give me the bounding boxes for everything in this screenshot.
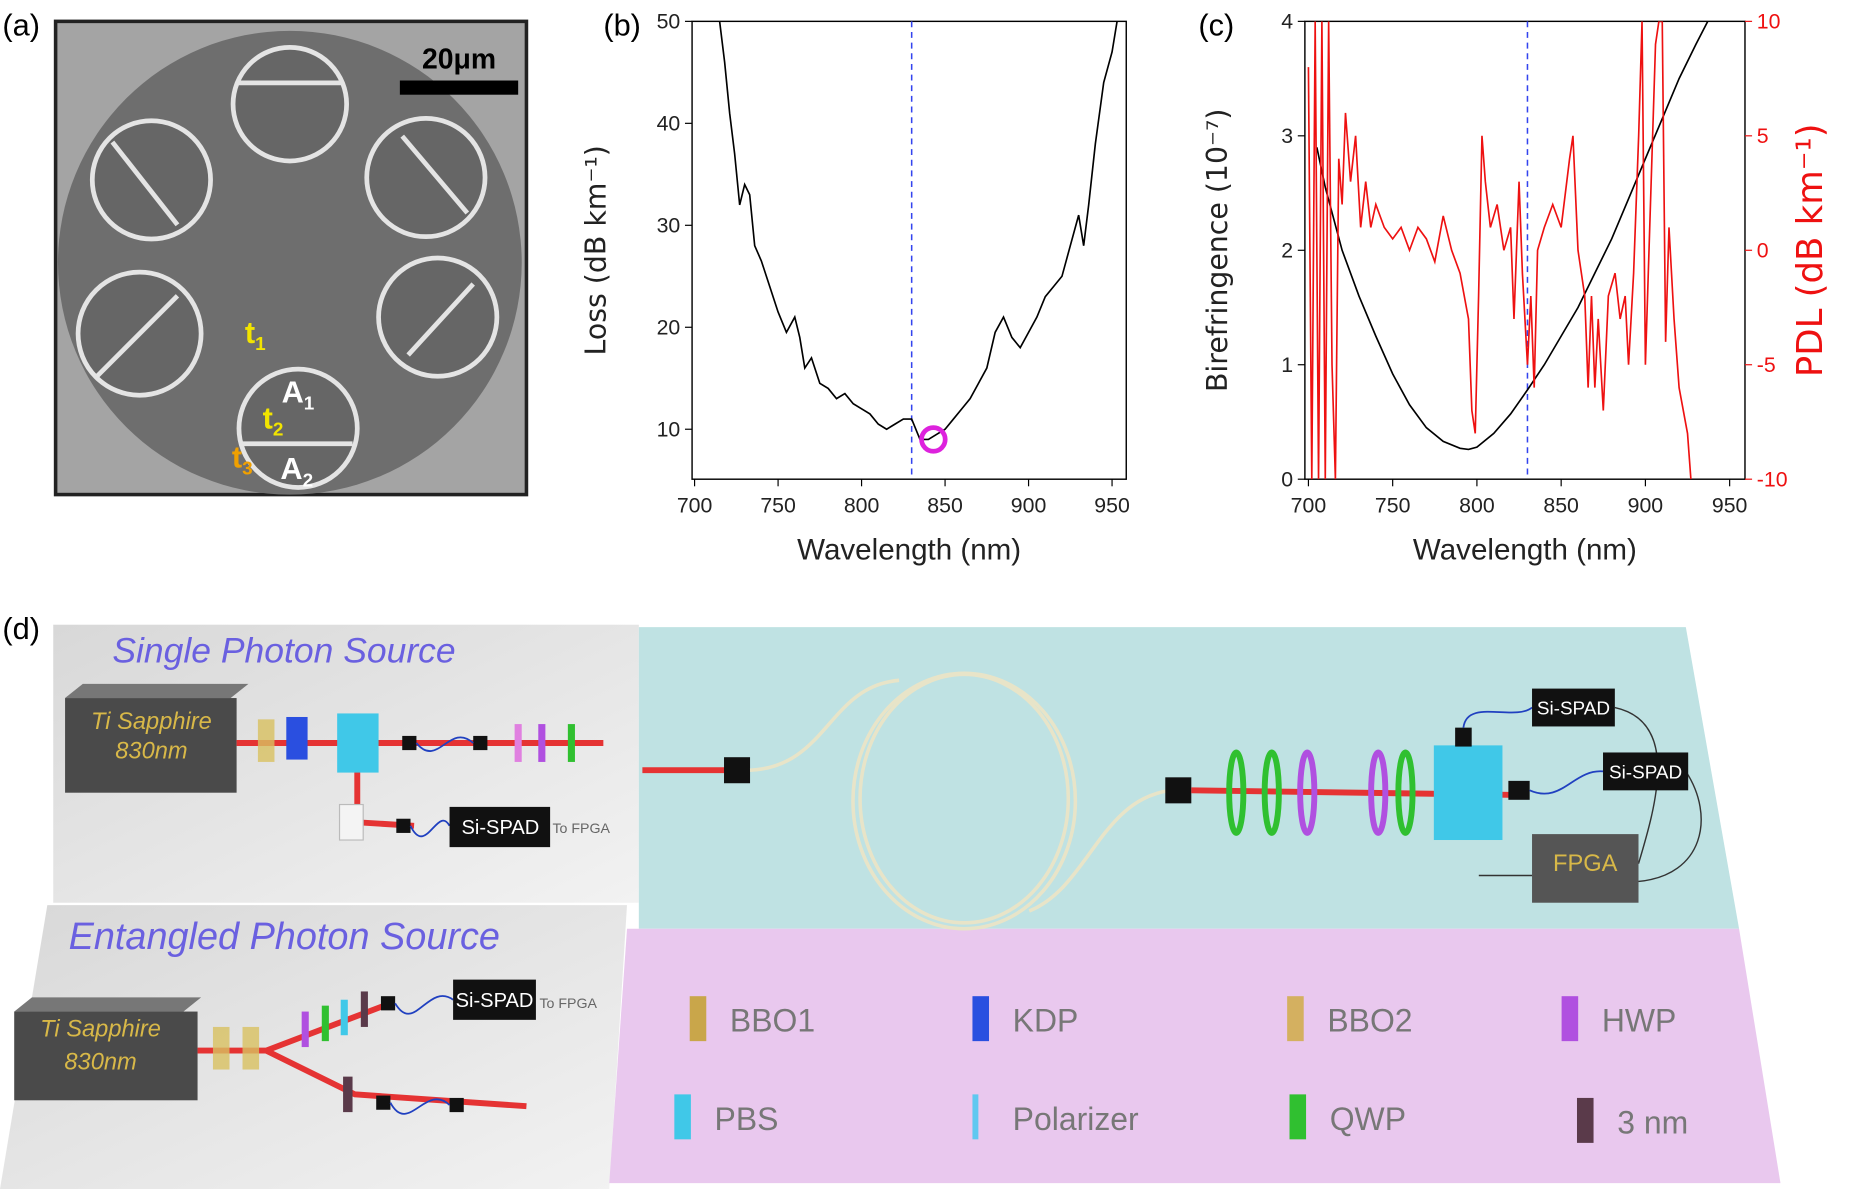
- y2-tick-label: 0: [1757, 238, 1769, 262]
- detector-label: Si-SPAD: [1537, 699, 1610, 720]
- label-subscript: 1: [255, 334, 266, 355]
- panel-label: (a): [2, 8, 40, 43]
- legend-label: QWP: [1330, 1101, 1406, 1137]
- y2-tick-label: 10: [1757, 9, 1781, 33]
- legend-icon: [689, 996, 707, 1042]
- y-tick-label: 40: [657, 111, 681, 135]
- label-text: A: [280, 451, 302, 486]
- y-tick-label: 4: [1281, 9, 1293, 33]
- label-text: t: [245, 315, 255, 350]
- legend-icon: [1289, 1094, 1307, 1140]
- legend-icon: [1287, 996, 1304, 1042]
- scale-bar-label: 20μm: [422, 44, 496, 76]
- panel-label: (d): [2, 611, 40, 646]
- fpga-note: To FPGA: [539, 996, 597, 1012]
- detector-label: Si-SPAD: [456, 990, 534, 1012]
- x-tick-label: 850: [927, 493, 963, 517]
- x-axis-label: Wavelength (nm): [1413, 534, 1637, 567]
- y-tick-label: 30: [657, 213, 681, 237]
- entangled-source: Entangled Photon Source Ti Sapphire 830n…: [14, 916, 598, 1115]
- detector-label: Si-SPAD: [1609, 763, 1682, 784]
- y2-tick-label: 5: [1757, 124, 1769, 148]
- chart: 700 750 800 850 900 950 0 1 2 3 4 -10 -5 0 5 10 Waveleng…: [1201, 9, 1831, 566]
- legend-icon: [972, 1094, 979, 1140]
- sem-label: t3: [232, 439, 253, 479]
- sem-label: A2: [280, 451, 313, 491]
- fiber-setup: Si-SPAD Si-SPAD FPGA: [642, 671, 1702, 931]
- data-line: [1307, 21, 1692, 480]
- x-tick-label: 750: [1375, 493, 1411, 517]
- sem-image: 20μm: [53, 19, 529, 497]
- panel-label: (b): [603, 8, 641, 43]
- sem-label: t2: [263, 400, 284, 440]
- legend-icon: [1576, 1097, 1594, 1143]
- laser-label: 830nm: [64, 1050, 136, 1076]
- legend-icon: [674, 1094, 691, 1140]
- x-tick-label: 900: [1628, 493, 1664, 517]
- chart: 700 750 800 850 900 950 10 20 30 40 50 Wavelength (…: [580, 9, 1130, 566]
- x-tick-label: 700: [1291, 493, 1327, 517]
- x-tick-label: 850: [1543, 493, 1579, 517]
- section-title: Single Photon Source: [112, 631, 455, 671]
- y-tick-label: 2: [1281, 238, 1293, 262]
- panel-background: [0, 905, 628, 1190]
- y-tick-label: 0: [1281, 467, 1293, 491]
- x-tick-label: 950: [1094, 493, 1130, 517]
- laser-label: Ti Sapphire: [40, 1016, 161, 1042]
- x-tick-label: 800: [1459, 493, 1495, 517]
- label-text: t: [263, 400, 273, 435]
- x-axis-label: Wavelength (nm): [797, 534, 1021, 567]
- detector-label: Si-SPAD: [461, 817, 539, 839]
- x-tick-label: 900: [1011, 493, 1047, 517]
- panel-label: (c): [1198, 8, 1234, 43]
- x-tick-label: 800: [844, 493, 880, 517]
- x-tick-label: 950: [1712, 493, 1748, 517]
- label-text: t: [232, 439, 242, 474]
- fpga-label: FPGA: [1553, 851, 1618, 877]
- laser-label: 830nm: [115, 738, 187, 764]
- y-tick-label: 1: [1281, 353, 1293, 377]
- legend-label: HWP: [1602, 1003, 1677, 1039]
- data-line: [718, 21, 1118, 441]
- laser-label: Ti Sapphire: [91, 709, 212, 735]
- x-tick-label: 750: [760, 493, 796, 517]
- label-text: A: [282, 374, 304, 409]
- highlight-marker: [919, 425, 948, 454]
- label-subscript: 2: [273, 419, 284, 440]
- y2-tick-label: -10: [1757, 467, 1788, 491]
- y-tick-label: 3: [1281, 124, 1293, 148]
- panel-background: [609, 928, 1781, 1184]
- legend-label: Polarizer: [1013, 1101, 1139, 1137]
- legend-label: BBO2: [1327, 1003, 1412, 1039]
- legend-label: KDP: [1013, 1003, 1079, 1039]
- y-axis-label: Birefringence (10⁻⁷): [1201, 109, 1234, 393]
- label-subscript: 2: [303, 470, 314, 491]
- legend-icon: [1561, 996, 1579, 1042]
- y-tick-label: 50: [657, 9, 681, 33]
- plot-frame: [1304, 20, 1746, 480]
- legend-label: BBO1: [730, 1003, 815, 1039]
- y2-tick-label: -5: [1757, 353, 1776, 377]
- y-axis-label: Loss (dB km⁻¹): [580, 145, 613, 355]
- section-title: Entangled Photon Source: [69, 916, 500, 958]
- sem-label: A1: [282, 374, 315, 414]
- data-line: [1316, 21, 1709, 451]
- label-subscript: 1: [304, 393, 315, 414]
- legend-label: 3 nm: [1617, 1104, 1688, 1140]
- legend-label: PBS: [715, 1101, 779, 1137]
- y-tick-label: 20: [657, 315, 681, 339]
- sem-label: t1: [245, 315, 266, 355]
- x-tick-label: 700: [677, 493, 713, 517]
- y2-axis-label: PDL (dB km⁻¹): [1790, 123, 1831, 377]
- fpga-note: To FPGA: [552, 821, 610, 837]
- y-tick-label: 10: [657, 417, 681, 441]
- legend-icon: [972, 996, 990, 1042]
- plot-frame: [691, 20, 1127, 480]
- single-source: Single Photon Source Ti Sapphire 830nm S…: [65, 631, 611, 848]
- label-subscript: 3: [242, 458, 253, 479]
